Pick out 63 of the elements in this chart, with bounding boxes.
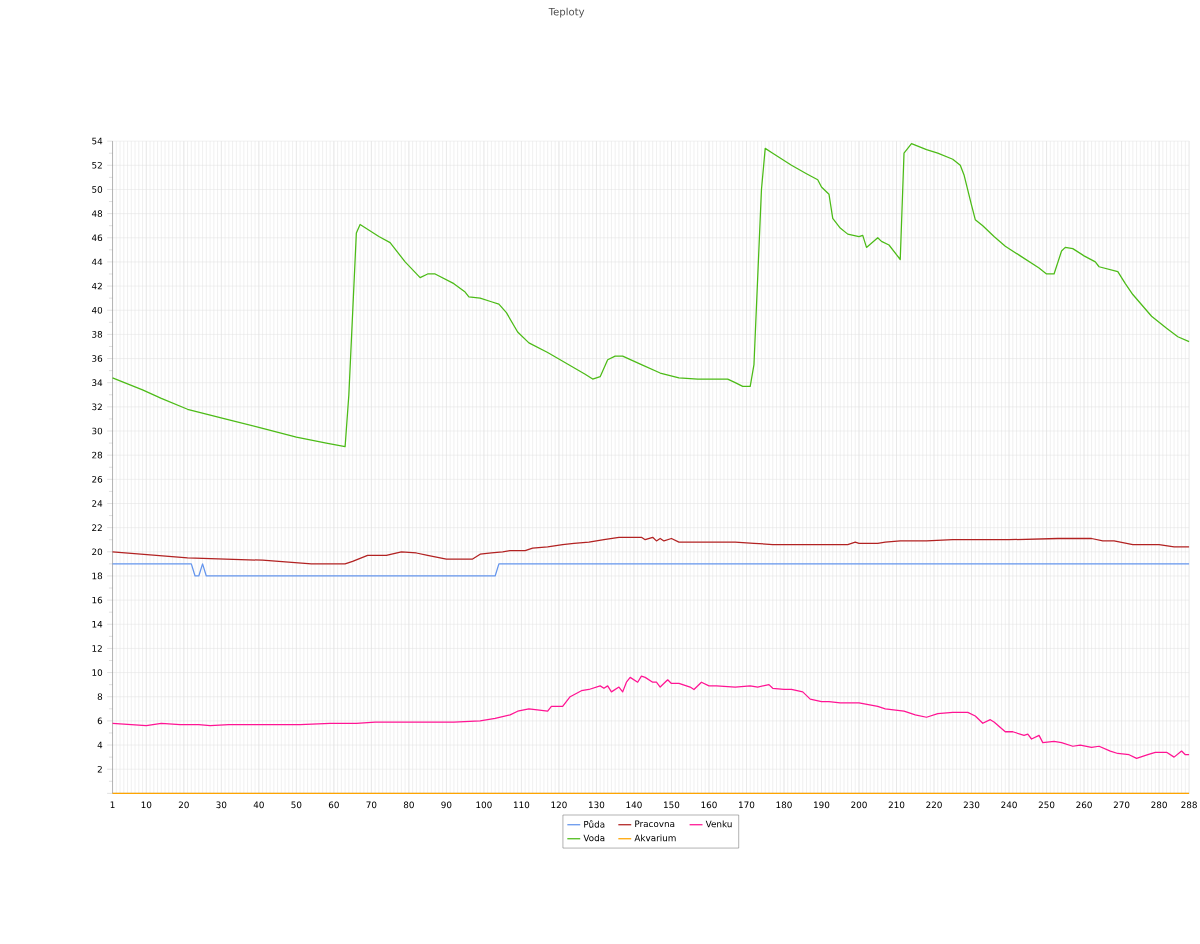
y-tick-label: 6 [97,717,103,725]
y-tick-label: 50 [92,185,103,193]
x-tick-label: 90 [441,801,452,808]
x-tick-label: 60 [328,801,339,808]
y-tick-label: 36 [92,355,103,362]
y-tick-label: 14 [92,620,103,628]
y-tick-label: 26 [92,475,103,483]
x-tick-label: 160 [701,801,717,808]
y-tick-label: 40 [91,306,103,314]
y-tick-label: 24 [92,500,103,507]
y-tick-label: 38 [92,330,103,338]
x-tick-label: 170 [739,801,755,808]
y-tick-label: 54 [92,137,103,145]
x-tick-label: 20 [178,801,189,808]
x-tick-label: 10 [141,801,152,808]
x-tick-label: 1 [110,801,115,808]
x-tick-label: 100 [476,801,492,808]
x-tick-label: 250 [1038,801,1055,808]
y-tick-label: 42 [91,282,102,290]
x-tick-label: 70 [366,801,377,808]
x-tick-label: 270 [1113,801,1130,808]
x-tick-label: 80 [403,801,414,808]
legend-label: Voda [583,834,605,842]
y-tick-label: 48 [91,210,103,217]
y-tick-label: 52 [92,161,102,169]
y-tick-label: 46 [91,234,103,241]
y-tick-label: 16 [92,596,103,604]
y-tick-label: 8 [97,693,103,700]
x-tick-label: 288 [1181,801,1197,808]
x-tick-label: 210 [888,801,905,808]
x-tick-label: 240 [1001,801,1017,808]
x-tick-label: 220 [926,801,942,808]
legend-label: Akvarium [634,834,676,842]
y-tick-label: 30 [92,427,103,435]
x-tick-label: 50 [291,801,302,808]
chart-title: Teploty [548,7,585,18]
y-tick-label: 22 [92,524,102,531]
y-tick-label: 12 [92,644,102,652]
legend-label: Pracovna [635,820,675,827]
y-tick-label: 20 [92,548,103,555]
x-tick-label: 260 [1076,801,1092,808]
y-tick-label: 34 [92,379,103,386]
y-tick-label: 2 [97,765,102,773]
x-tick-label: 140 [626,801,642,808]
x-tick-label: 40 [253,801,264,808]
x-tick-label: 120 [551,801,567,808]
legend-label: Venku [705,820,732,828]
x-tick-label: 180 [776,801,792,808]
x-tick-label: 190 [814,801,830,808]
x-tick-label: 110 [513,801,530,808]
y-tick-label: 44 [91,258,103,265]
x-tick-label: 30 [216,801,227,808]
x-tick-label: 280 [1151,801,1167,808]
y-tick-label: 28 [92,451,103,459]
y-tick-label: 4 [97,741,103,749]
x-tick-label: 130 [588,801,605,808]
legend-label: Půda [584,819,605,828]
y-tick-label: 18 [92,572,103,580]
y-tick-label: 10 [92,669,103,676]
y-tick-label: 32 [92,403,102,411]
x-tick-label: 200 [851,801,867,808]
x-tick-label: 230 [963,801,980,808]
x-tick-label: 150 [664,801,680,808]
